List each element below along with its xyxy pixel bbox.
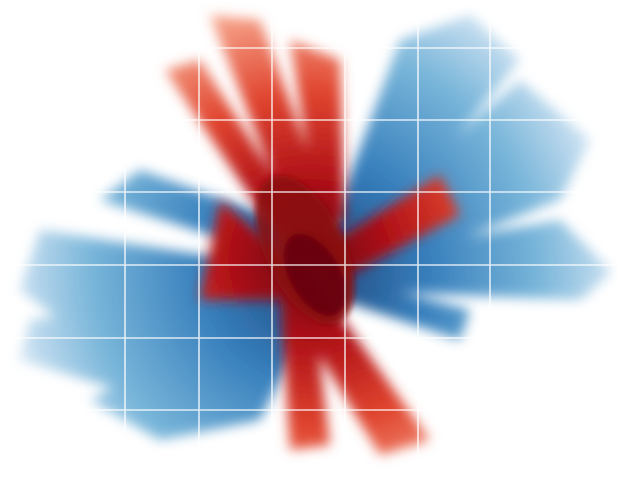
red-arm [290, 40, 345, 230]
red-core [255, 175, 355, 325]
red-arm [320, 175, 460, 280]
blue-arm [90, 285, 320, 440]
blue-arm [340, 280, 470, 340]
core [283, 234, 347, 316]
red-arm [280, 280, 330, 450]
blue-arm [20, 280, 300, 390]
blue-arm [330, 220, 612, 300]
red-arm [200, 200, 290, 300]
